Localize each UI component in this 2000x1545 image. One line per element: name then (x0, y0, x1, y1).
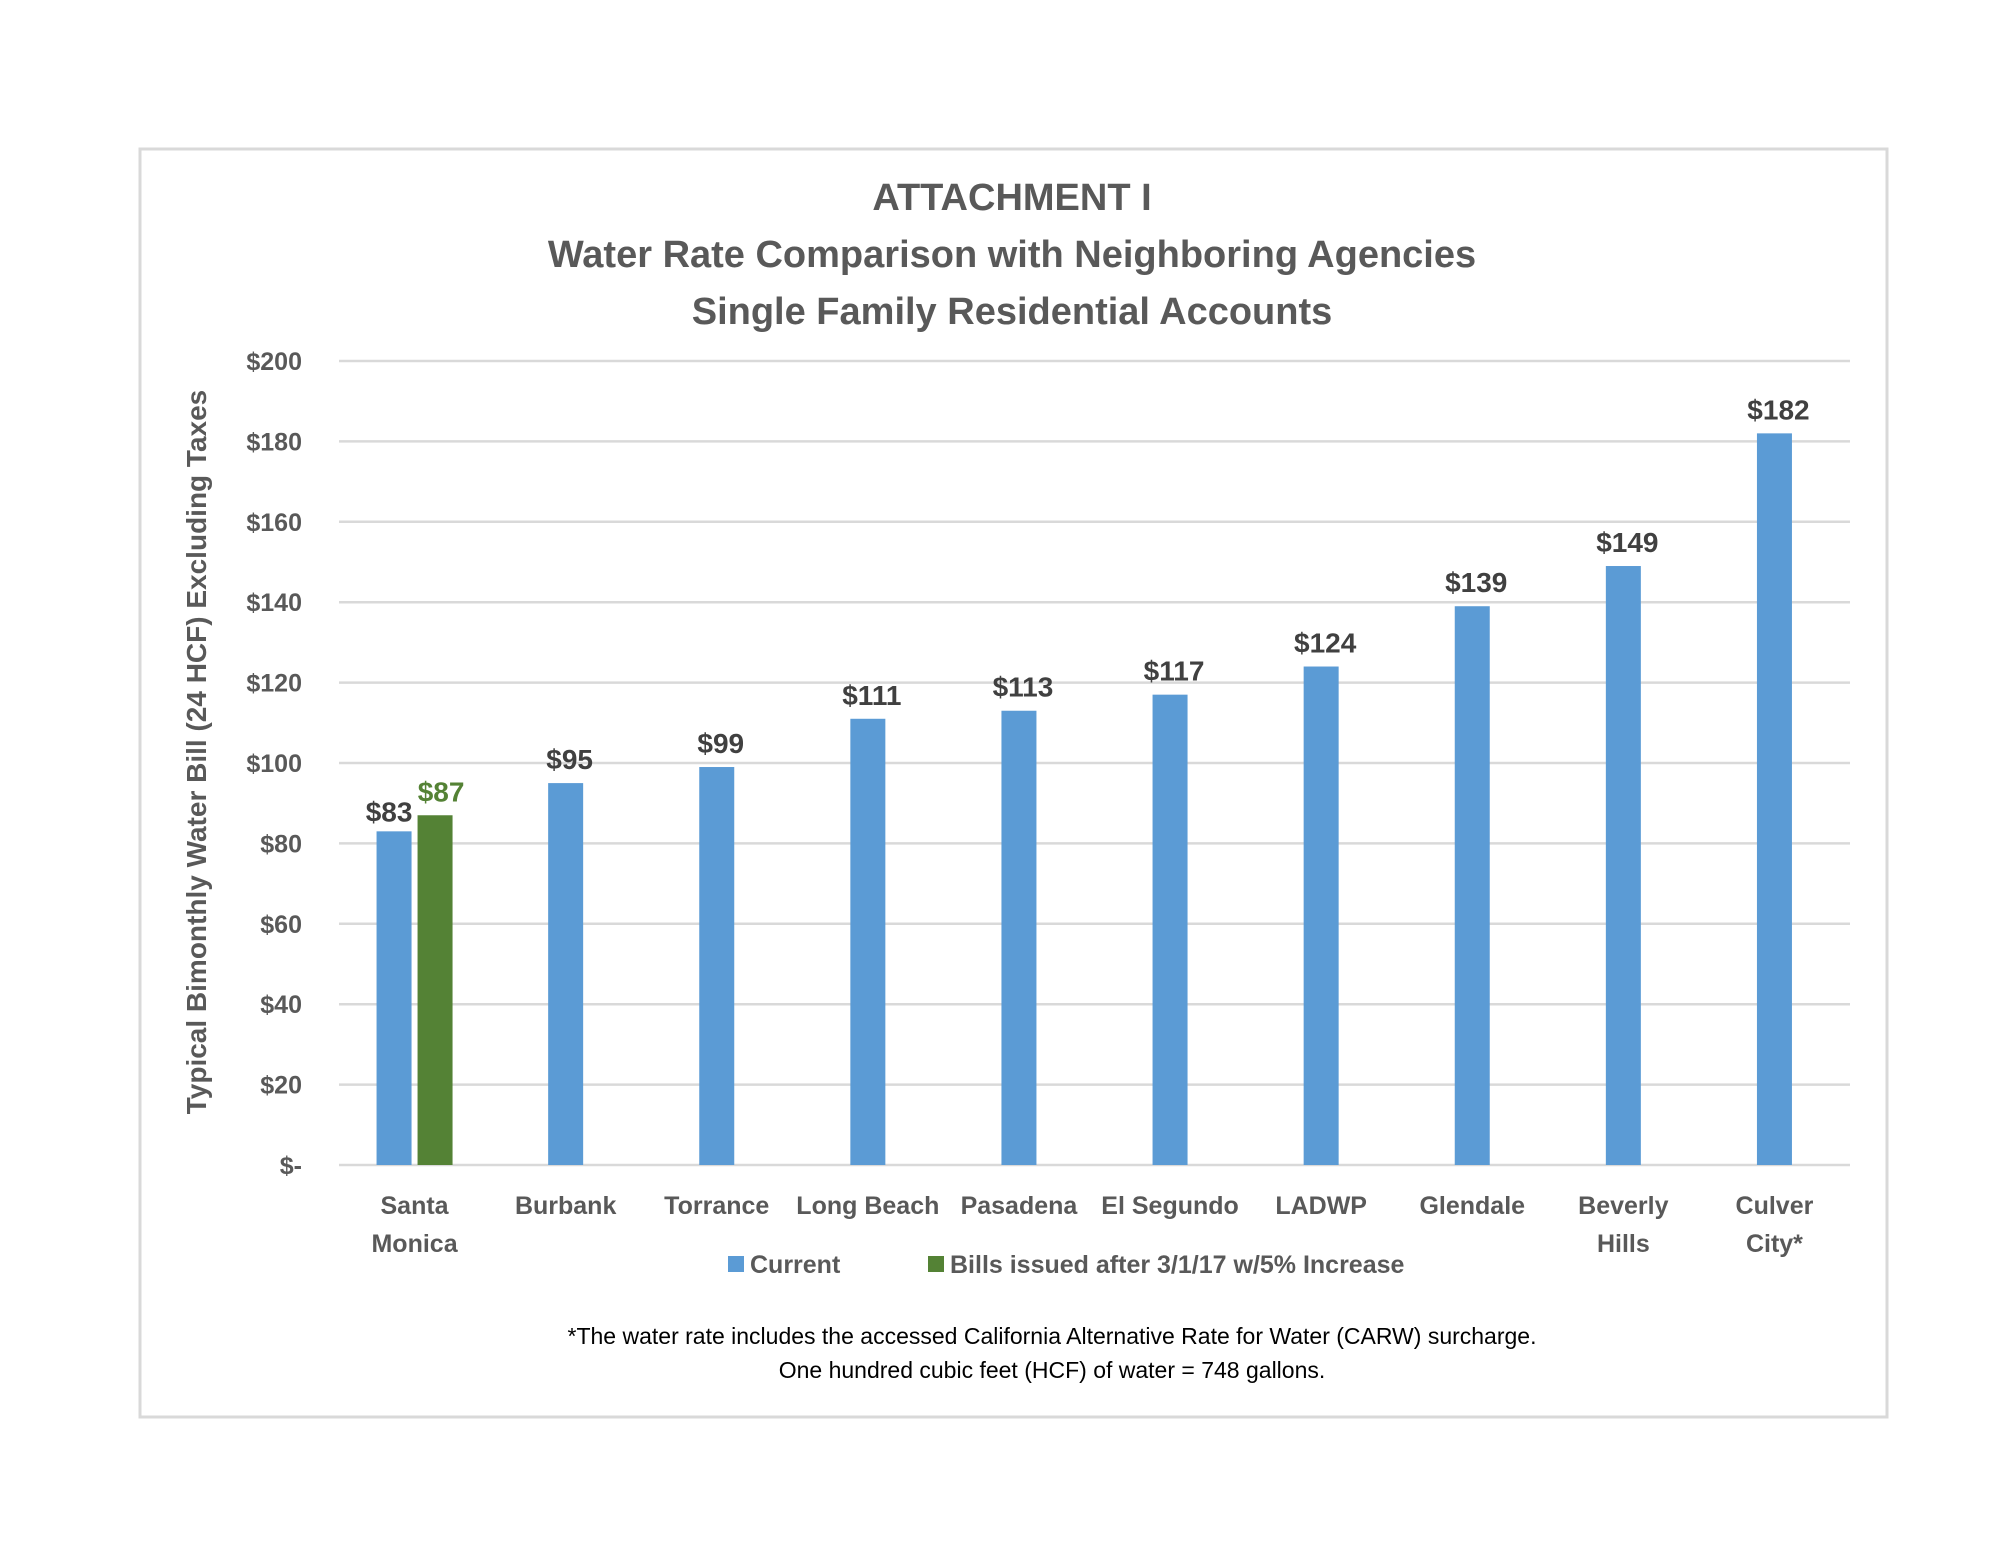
data-label: $87 (418, 776, 465, 807)
y-tick-label: $140 (246, 589, 302, 617)
y-tick-label: $20 (260, 1072, 302, 1100)
data-label: $99 (697, 728, 744, 759)
y-tick-label: $60 (260, 911, 302, 939)
bar-current (1605, 566, 1641, 1165)
x-tick-label: LADWP (1275, 1192, 1367, 1220)
y-tick-label: $40 (260, 991, 302, 1019)
x-tick-label: Long Beach (796, 1192, 939, 1220)
y-axis-label: Typical Bimonthly Water Bill (24 HCF) Ex… (181, 390, 212, 1115)
bar-current (376, 831, 412, 1165)
chart-title-line-3: Single Family Residential Accounts (692, 291, 1333, 333)
legend-swatch (928, 1256, 944, 1272)
legend-swatch (728, 1256, 744, 1272)
y-tick-label: $200 (246, 348, 302, 376)
bar-current (1756, 433, 1792, 1165)
bar-increase (417, 815, 453, 1165)
x-tick-label: Glendale (1419, 1192, 1525, 1220)
x-tick-label: Hills (1597, 1230, 1650, 1258)
data-label: $83 (366, 796, 413, 827)
data-label: $117 (1144, 656, 1205, 687)
legend-label: Bills issued after 3/1/17 w/5% Increase (950, 1251, 1405, 1279)
y-tick-label: $160 (246, 509, 302, 537)
x-tick-label: Pasadena (961, 1192, 1079, 1220)
x-tick-label: Santa (381, 1192, 450, 1220)
bar-current (699, 767, 735, 1165)
x-tick-label: Monica (371, 1230, 458, 1258)
y-tick-label: $80 (260, 830, 302, 858)
data-label: $182 (1747, 394, 1809, 425)
footnote-1: *The water rate includes the accessed Ca… (568, 1323, 1537, 1349)
data-label: $139 (1445, 567, 1507, 598)
bar-current (850, 718, 886, 1165)
x-tick-label: Culver (1736, 1192, 1814, 1220)
bar-current (1454, 606, 1490, 1165)
y-tick-label: $120 (246, 670, 302, 698)
x-tick-label: Burbank (515, 1192, 617, 1220)
footnote-2: One hundred cubic feet (HCF) of water = … (779, 1357, 1326, 1383)
legend-label: Current (750, 1251, 841, 1279)
data-label: $111 (842, 680, 901, 711)
x-tick-label: Torrance (664, 1192, 769, 1220)
data-label: $124 (1294, 628, 1357, 659)
bar-current (1152, 694, 1188, 1165)
chart-title-line-1: ATTACHMENT I (872, 177, 1151, 219)
bar-current (1001, 710, 1037, 1165)
chart-title-line-2: Water Rate Comparison with Neighboring A… (548, 234, 1476, 276)
data-label: $113 (993, 672, 1054, 703)
bar-current (1303, 666, 1339, 1165)
data-label: $149 (1596, 527, 1658, 558)
y-tick-label: $180 (246, 428, 302, 456)
legend: Current Bills issued after 3/1/17 w/5% In… (728, 1251, 1405, 1279)
x-tick-label: El Segundo (1101, 1192, 1239, 1220)
y-tick-label: $- (280, 1152, 302, 1180)
y-tick-label: $100 (246, 750, 302, 778)
x-tick-label: City* (1746, 1230, 1803, 1258)
data-label: $95 (546, 744, 593, 775)
bar-current (548, 783, 584, 1165)
x-tick-label: Beverly (1578, 1192, 1668, 1220)
